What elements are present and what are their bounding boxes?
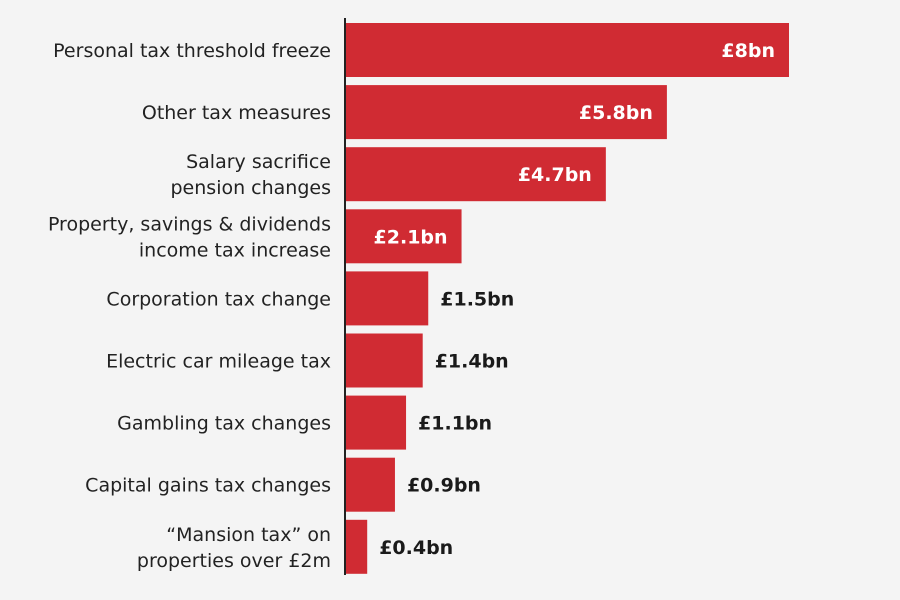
bar bbox=[345, 23, 789, 77]
data-label: £1.5bn bbox=[440, 288, 514, 310]
category-label: Corporation tax change bbox=[106, 288, 331, 310]
data-label: £1.4bn bbox=[435, 351, 509, 373]
category-label: “Mansion tax” on properties over £2m bbox=[137, 524, 331, 572]
category-label: Other tax measures bbox=[142, 102, 331, 124]
data-label: £5.8bn bbox=[579, 102, 653, 124]
bar bbox=[345, 333, 423, 388]
category-label-line: Corporation tax change bbox=[106, 288, 331, 310]
data-label: £0.4bn bbox=[379, 537, 453, 559]
category-label-line: Capital gains tax changes bbox=[85, 475, 331, 497]
category-label: Property, savings & dividends income tax … bbox=[48, 213, 331, 261]
category-label-line: Salary sacrifice bbox=[186, 151, 331, 173]
category-label-line: Personal tax threshold freeze bbox=[53, 40, 331, 62]
data-label: £4.7bn bbox=[518, 164, 592, 186]
data-label: £8bn bbox=[721, 40, 775, 62]
category-label-line: pension changes bbox=[171, 177, 332, 199]
category-label-line: properties over £2m bbox=[137, 550, 331, 572]
category-label-line: income tax increase bbox=[139, 239, 331, 261]
bar bbox=[345, 457, 395, 512]
category-label-line: “Mansion tax” on bbox=[166, 524, 331, 546]
category-label: Gambling tax changes bbox=[117, 413, 331, 435]
category-label: Capital gains tax changes bbox=[85, 475, 331, 497]
bar bbox=[345, 209, 462, 264]
category-label-line: Property, savings & dividends bbox=[48, 213, 331, 235]
bar bbox=[345, 85, 667, 140]
bar bbox=[345, 395, 407, 450]
category-label: Electric car mileage tax bbox=[106, 351, 331, 373]
bar bbox=[345, 271, 429, 326]
data-label: £2.1bn bbox=[374, 226, 448, 248]
category-label-line: Gambling tax changes bbox=[117, 413, 331, 435]
data-label: £1.1bn bbox=[418, 413, 492, 435]
category-label-line: Electric car mileage tax bbox=[106, 351, 331, 373]
bar bbox=[345, 519, 368, 574]
data-label: £0.9bn bbox=[407, 475, 481, 497]
category-label: Personal tax threshold freeze bbox=[53, 40, 331, 62]
category-label-line: Other tax measures bbox=[142, 102, 331, 124]
category-label: Salary sacrifice pension changes bbox=[171, 151, 332, 199]
bar bbox=[345, 147, 606, 202]
